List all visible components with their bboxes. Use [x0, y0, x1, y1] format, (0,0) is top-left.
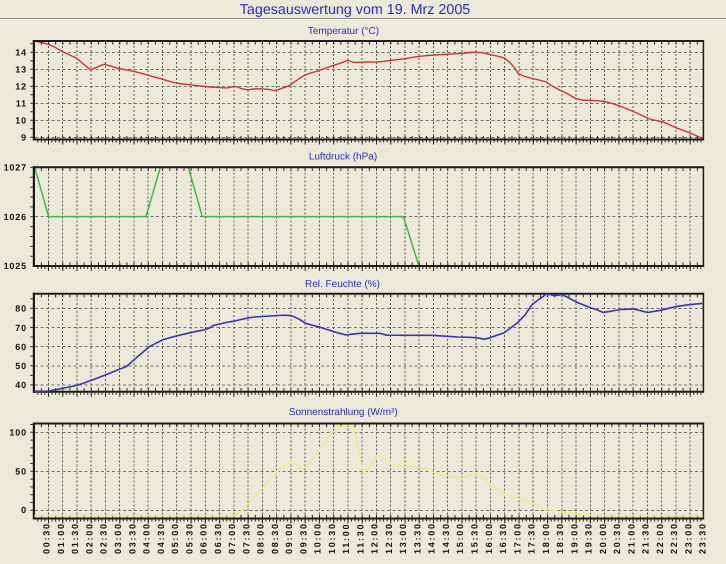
svg-text:10:00: 10:00 — [313, 522, 323, 554]
svg-text:03:30: 03:30 — [127, 522, 137, 554]
svg-text:20:30: 20:30 — [612, 522, 622, 554]
svg-text:13:00: 13:00 — [398, 522, 408, 554]
svg-text:16:00: 16:00 — [484, 522, 494, 554]
svg-text:14:00: 14:00 — [427, 522, 437, 554]
svg-text:19:30: 19:30 — [584, 522, 594, 554]
svg-text:06:00: 06:00 — [199, 522, 209, 554]
svg-text:12:30: 12:30 — [384, 522, 394, 554]
svg-text:11:30: 11:30 — [355, 523, 365, 554]
svg-text:01:30: 01:30 — [70, 522, 80, 554]
svg-text:15:30: 15:30 — [470, 522, 480, 554]
svg-text:50: 50 — [15, 467, 27, 477]
svg-text:18:30: 18:30 — [555, 522, 565, 554]
svg-text:20:00: 20:00 — [598, 522, 608, 554]
svg-text:12:00: 12:00 — [370, 522, 380, 554]
svg-text:60: 60 — [15, 342, 27, 352]
svg-text:22:00: 22:00 — [655, 522, 665, 554]
svg-text:08:00: 08:00 — [256, 522, 266, 554]
svg-text:17:00: 17:00 — [512, 522, 522, 554]
svg-text:11: 11 — [16, 99, 27, 109]
svg-text:50: 50 — [15, 361, 27, 371]
svg-text:1025: 1025 — [4, 261, 27, 271]
svg-text:Temperatur (°C): Temperatur (°C) — [308, 26, 379, 37]
svg-text:04:00: 04:00 — [142, 522, 152, 554]
svg-text:Luftdruck (hPa): Luftdruck (hPa) — [309, 152, 377, 163]
svg-text:40: 40 — [15, 380, 27, 390]
svg-text:1027: 1027 — [4, 163, 27, 173]
svg-text:02:30: 02:30 — [99, 522, 109, 554]
svg-text:Tagesauswertung vom 19. Mrz 20: Tagesauswertung vom 19. Mrz 2005 — [240, 2, 471, 18]
svg-text:Rel. Feuchte (%): Rel. Feuchte (%) — [305, 279, 380, 290]
svg-text:07:30: 07:30 — [241, 522, 251, 554]
svg-text:1026: 1026 — [4, 212, 27, 222]
svg-text:16:30: 16:30 — [498, 522, 508, 554]
svg-text:10:30: 10:30 — [327, 522, 337, 554]
svg-text:12: 12 — [15, 82, 27, 92]
svg-text:09:30: 09:30 — [298, 522, 308, 554]
svg-text:02:00: 02:00 — [85, 522, 95, 554]
svg-text:06:30: 06:30 — [213, 522, 223, 554]
svg-text:08:30: 08:30 — [270, 522, 280, 554]
svg-text:Sonnenstrahlung (W/m²): Sonnenstrahlung (W/m²) — [289, 407, 398, 418]
svg-text:05:30: 05:30 — [184, 522, 194, 554]
svg-text:23:30: 23:30 — [698, 522, 708, 554]
svg-text:0: 0 — [21, 505, 27, 515]
svg-text:15:00: 15:00 — [455, 522, 465, 554]
svg-text:14: 14 — [15, 48, 27, 58]
svg-text:14:30: 14:30 — [441, 522, 451, 554]
svg-text:10: 10 — [15, 116, 27, 126]
svg-text:18:00: 18:00 — [541, 522, 551, 554]
svg-text:01:00: 01:00 — [56, 522, 66, 554]
svg-text:07:00: 07:00 — [227, 522, 237, 554]
svg-text:17:30: 17:30 — [527, 522, 537, 554]
svg-text:100: 100 — [9, 428, 27, 438]
svg-text:9: 9 — [21, 133, 27, 143]
svg-text:03:00: 03:00 — [113, 522, 123, 554]
svg-text:23:00: 23:00 — [683, 522, 693, 554]
svg-text:22:30: 22:30 — [669, 522, 679, 554]
svg-text:04:30: 04:30 — [156, 522, 166, 554]
svg-text:00:30: 00:30 — [42, 522, 52, 554]
svg-text:05:00: 05:00 — [170, 522, 180, 554]
svg-text:21:30: 21:30 — [641, 522, 651, 554]
svg-text:70: 70 — [15, 323, 27, 333]
svg-text:09:00: 09:00 — [284, 522, 294, 554]
svg-text:21:00: 21:00 — [626, 522, 636, 554]
svg-text:80: 80 — [15, 304, 27, 314]
svg-text:19:00: 19:00 — [569, 522, 579, 554]
svg-text:11:00: 11:00 — [341, 523, 351, 554]
svg-text:13:30: 13:30 — [413, 522, 423, 554]
svg-text:13: 13 — [15, 65, 27, 75]
